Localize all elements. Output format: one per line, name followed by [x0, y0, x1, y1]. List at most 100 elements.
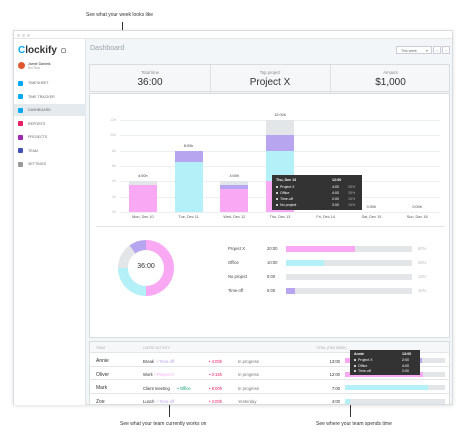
- donut-slice[interactable]: [146, 240, 174, 296]
- legend-bar-track: [286, 274, 412, 280]
- donut-slice[interactable]: [118, 245, 136, 268]
- tooltip-bullet: [354, 370, 356, 372]
- tooltip-total: 12:00: [332, 178, 342, 182]
- bar-segment[interactable]: [174, 162, 203, 212]
- y-tick-label: 8h: [112, 148, 116, 153]
- prev-week-button[interactable]: ‹: [433, 46, 441, 54]
- sidebar-item-label: Timesheet: [28, 81, 49, 85]
- activity-description: Lunch: [143, 399, 155, 404]
- time-bar-segment: [345, 385, 428, 390]
- activity-description: Work: [143, 372, 153, 377]
- sidebar-item-time-tracker[interactable]: Time tracker: [14, 91, 86, 103]
- legend-bar-fill: [286, 260, 324, 266]
- sidebar-item-label: Team: [28, 148, 38, 153]
- sidebar-item-reports[interactable]: Reports: [14, 118, 86, 130]
- x-tick-label: Tue, Dec 11: [178, 215, 199, 219]
- bar-total-label: 4:00h: [229, 174, 240, 179]
- chevron-down-icon: [426, 50, 428, 52]
- activity-project: • Time-off: [156, 358, 175, 364]
- sidebar-item-settings[interactable]: Settings: [14, 158, 86, 170]
- y-tick-label: 10h: [110, 133, 116, 138]
- table-row[interactable]: Mark Client meeting • Office • 8:00h In prog…: [90, 379, 450, 394]
- tooltip-row-time: 2:00: [332, 197, 339, 201]
- tooltip-row-time: 4:00: [402, 363, 409, 368]
- tooltip-row-pct: 35%: [348, 191, 356, 195]
- y-tick-label: 12h: [110, 118, 116, 122]
- tooltip-row-name: Project X: [280, 185, 295, 189]
- app-window: Clockify Jamie Daniels Sol Tech Timeshee…: [13, 30, 453, 405]
- x-tick-label: Mon, Dec 10: [132, 215, 154, 219]
- sidebar-item-label: Settings: [28, 162, 46, 166]
- bar-total-label: 4:00h: [138, 174, 148, 179]
- window-dot: [17, 33, 20, 37]
- x-tick-label: Sat, Dec 15: [361, 215, 382, 219]
- legend-name: Office: [228, 259, 239, 265]
- tooltip-bullet: [276, 186, 278, 188]
- stat-value: Project X: [249, 77, 291, 88]
- legend-percent: 15%: [418, 273, 427, 279]
- bar-segment[interactable]: [128, 181, 157, 186]
- member-total: 13:00: [329, 358, 340, 364]
- stat-label: Total time: [141, 70, 159, 75]
- week-select[interactable]: This week: [396, 46, 432, 54]
- user-team: Sol Tech: [28, 66, 41, 70]
- bar-total-label: 8:00h: [183, 143, 194, 148]
- tooltip-row-pct: 15%: [348, 197, 356, 201]
- y-tick-label: 2h: [112, 194, 116, 199]
- y-tick-label: 6h: [112, 164, 116, 168]
- caption-team-works: See what your team currently works on: [120, 421, 207, 427]
- team-tooltip: Annie 13:00 Project X 2:00 Office 4:00 Time-of…: [350, 350, 420, 375]
- team-activity-table: Team Latest activity Total (this week) A…: [89, 341, 450, 405]
- legend-time: 5:00: [267, 273, 276, 279]
- sidebar-item-timesheet[interactable]: Timesheet: [14, 77, 86, 89]
- sidebar-item-projects[interactable]: Projects: [14, 131, 86, 143]
- legend-name: Time-off: [228, 287, 244, 293]
- chart-divider: [96, 226, 445, 227]
- stat-label: Amount: [383, 70, 398, 75]
- chart-tooltip: Thu, Dec 13 12:00 Project X 4:00 35% Office 4:…: [272, 175, 362, 210]
- nav-icon: [18, 161, 23, 167]
- member-total: 7:00: [331, 385, 340, 391]
- bar-segment[interactable]: [128, 185, 157, 212]
- main-content: Dashboard This week ‹ › Total time 36:00 …: [87, 39, 453, 405]
- bar-segment[interactable]: [220, 181, 249, 186]
- divider: [330, 65, 331, 93]
- bar-segment[interactable]: [266, 135, 294, 151]
- divider: [210, 65, 211, 93]
- bell-icon[interactable]: [61, 48, 66, 53]
- member-time-bar: [345, 385, 445, 390]
- stat-value: $1,000: [375, 77, 406, 88]
- activity-project: • Time-off: [156, 399, 175, 404]
- tooltip-row-pct: 35%: [348, 185, 356, 189]
- bar-total-label: 12:00h: [274, 113, 286, 117]
- member-name: Annie: [96, 358, 109, 364]
- sidebar-item-dashboard[interactable]: Dashboard: [14, 104, 86, 116]
- activity-description: Break: [143, 358, 154, 364]
- member-time-bar: [345, 398, 445, 404]
- legend-bar-track: [286, 288, 412, 294]
- activity-project: • Office: [177, 385, 191, 391]
- donut-slice[interactable]: [129, 240, 146, 254]
- header-latest-activity: Latest activity: [143, 346, 170, 350]
- tooltip-row-name: Office: [358, 363, 368, 368]
- member-name: Mark: [96, 385, 108, 391]
- bar-segment[interactable]: [266, 120, 294, 136]
- stat-top-project: Top project Project X: [210, 65, 330, 93]
- next-week-button[interactable]: ›: [442, 46, 450, 54]
- legend-time: 10:00: [267, 259, 278, 265]
- bar-segment[interactable]: [174, 150, 203, 163]
- legend-row: Office 10:00 25%: [228, 258, 443, 266]
- window-titlebar: [14, 31, 452, 39]
- bar-segment[interactable]: [220, 189, 249, 212]
- bar-segment[interactable]: [220, 185, 249, 189]
- sidebar-item-team[interactable]: Team: [14, 145, 86, 157]
- tooltip-total: 13:00: [402, 352, 412, 356]
- legend-name: Project X: [228, 245, 245, 251]
- donut-slice[interactable]: [118, 268, 146, 296]
- table-row[interactable]: Zoe Lunch • Time-off • 2:00h Yesterday 4:00: [90, 392, 450, 408]
- legend-row: Project X 20:00 50%: [228, 244, 443, 252]
- stat-value: 36:00: [137, 77, 163, 88]
- clockify-logo[interactable]: Clockify: [18, 45, 57, 56]
- y-tick-label: 0h: [112, 210, 116, 214]
- x-tick-label: Wed, Dec 12: [223, 215, 246, 219]
